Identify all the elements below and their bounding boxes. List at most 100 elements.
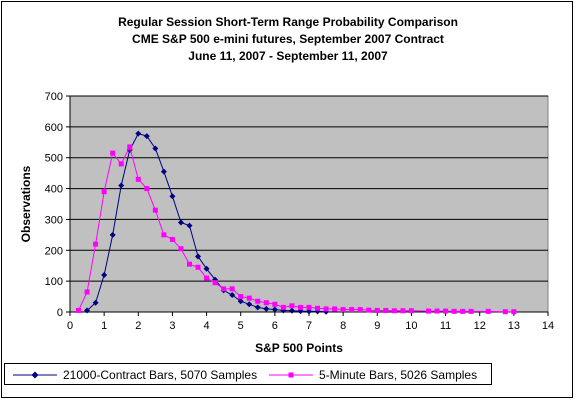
data-point [434, 308, 440, 314]
x-tick-label: 7 [306, 320, 312, 332]
data-point [195, 264, 201, 270]
y-tick-label: 100 [45, 276, 63, 288]
data-point [221, 286, 227, 292]
data-point [391, 308, 397, 314]
data-point [511, 309, 517, 315]
data-point [76, 307, 82, 313]
y-tick-label: 500 [45, 153, 63, 165]
legend-label-contract-bars: 21000-Contract Bars, 5070 Samples [63, 368, 258, 382]
data-point [288, 307, 295, 314]
data-point [161, 232, 167, 238]
data-point [195, 253, 202, 260]
x-tick-label: 6 [272, 320, 278, 332]
series-group [76, 130, 517, 315]
data-point [460, 308, 466, 314]
data-point [187, 261, 192, 267]
data-point [263, 305, 270, 312]
x-tick-label: 1 [101, 320, 107, 332]
series-2 [76, 144, 517, 315]
legend-item-contract-bars: 21000-Contract Bars, 5070 Samples [11, 367, 261, 383]
chart-subtitle-dates: June 11, 2007 - September 11, 2007 [188, 49, 388, 63]
x-tick-label: 4 [204, 320, 210, 332]
data-point [101, 189, 107, 195]
x-axis-label: S&P 500 Points [255, 341, 343, 355]
data-point [271, 306, 278, 313]
data-point [306, 308, 312, 315]
plot-area [69, 95, 549, 313]
data-point [178, 246, 184, 252]
data-point [229, 286, 235, 292]
x-tick-label: 10 [405, 320, 417, 332]
y-tick-label: 400 [45, 184, 63, 196]
data-point [127, 144, 133, 150]
data-point [485, 308, 491, 314]
data-point [246, 301, 253, 308]
data-point [315, 305, 321, 311]
data-point [237, 298, 244, 305]
data-point [502, 309, 508, 315]
data-point [118, 161, 124, 167]
data-point [109, 231, 116, 238]
x-tick-labels: 0 1 2 3 4 5 6 7 8 9 10 11 12 13 14 [67, 320, 554, 332]
data-point [323, 306, 329, 312]
data-point [118, 182, 125, 189]
data-point [451, 308, 457, 314]
data-point [426, 308, 431, 314]
data-point [280, 304, 286, 310]
data-point [186, 222, 193, 229]
data-point [246, 295, 252, 301]
x-tick-label: 9 [374, 320, 380, 332]
data-point [212, 280, 218, 286]
data-point [152, 145, 159, 152]
data-point [349, 307, 355, 313]
data-point [204, 275, 210, 281]
x-tick-label: 12 [474, 320, 486, 332]
y-tick-label: 0 [57, 307, 63, 319]
y-tick-label: 600 [45, 122, 63, 134]
data-point [92, 299, 99, 306]
data-point [340, 307, 346, 313]
data-point [144, 186, 150, 192]
data-point [366, 307, 372, 313]
data-point [143, 133, 150, 140]
data-point [84, 307, 91, 314]
x-tick-label: 14 [542, 320, 554, 332]
data-point [263, 300, 269, 306]
y-tick-label: 200 [45, 245, 63, 257]
data-point [238, 294, 244, 300]
data-point [160, 168, 167, 175]
data-point [400, 308, 406, 314]
data-point [110, 150, 116, 156]
data-point [443, 308, 449, 314]
data-point [289, 303, 295, 309]
chart-title: Regular Session Short-Term Range Probabi… [118, 15, 458, 29]
data-point [169, 193, 176, 200]
grid-lines [70, 95, 548, 282]
x-tick-label: 8 [340, 320, 346, 332]
data-point [255, 298, 261, 304]
data-point [306, 304, 312, 310]
y-axis-label: Observations [19, 165, 33, 242]
data-point [101, 271, 108, 278]
x-tick-label: 5 [238, 320, 244, 332]
legend-label-5-minute-bars: 5-Minute Bars, 5026 Samples [319, 368, 478, 382]
x-tick-label: 0 [67, 320, 73, 332]
y-tick-labels: 0 100 200 300 400 500 600 700 [45, 91, 63, 319]
x-tick-label: 3 [169, 320, 175, 332]
data-point [203, 265, 210, 272]
data-point [272, 301, 278, 307]
data-point [383, 307, 389, 313]
x-tick-label: 11 [440, 320, 451, 332]
data-point [297, 304, 303, 310]
data-point [177, 219, 184, 226]
x-tick-label: 13 [508, 320, 520, 332]
data-point [135, 176, 141, 182]
y-tick-label: 300 [45, 214, 63, 226]
data-point [152, 207, 158, 213]
data-point [169, 236, 175, 242]
legend: 21000-Contract Bars, 5070 Samples 5-Minu… [4, 363, 492, 385]
data-point [357, 307, 363, 313]
data-point [254, 304, 261, 311]
legend-item-5-minute-bars: 5-Minute Bars, 5026 Samples [267, 367, 487, 383]
